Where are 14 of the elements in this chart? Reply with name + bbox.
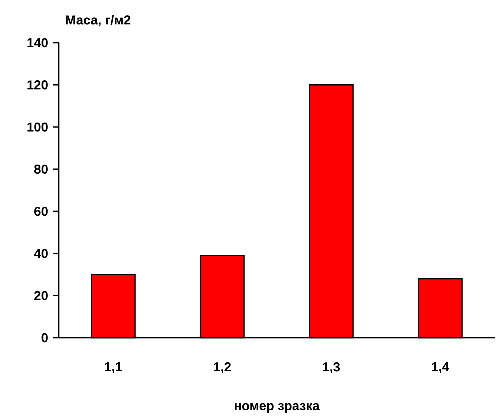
x-tick-label: 1,3 — [323, 362, 340, 374]
x-tick-label: 1,4 — [432, 362, 450, 374]
y-tick-label: 40 — [34, 249, 48, 258]
y-tick-label: 20 — [34, 291, 48, 300]
y-tick-label: 120 — [28, 80, 48, 90]
y-tick-label: 80 — [34, 164, 48, 174]
y-tick-label: 60 — [34, 206, 48, 216]
y-tick-label: 140 — [28, 38, 48, 48]
y-axis-title: Маса, г/м2 — [66, 15, 131, 27]
y-tick-label: 100 — [28, 122, 48, 132]
x-tick-label: 1,1 — [105, 362, 122, 374]
x-tick-label: 1,2 — [214, 362, 231, 374]
y-tick-label: 0 — [42, 333, 48, 343]
x-axis-title: номер зразка — [235, 403, 320, 414]
